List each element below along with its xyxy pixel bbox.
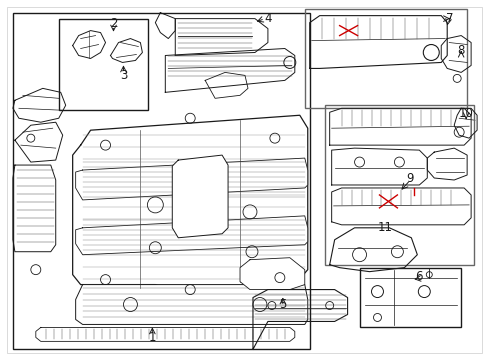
Polygon shape	[252, 289, 347, 349]
Polygon shape	[13, 88, 65, 122]
Polygon shape	[13, 165, 56, 252]
Polygon shape	[15, 122, 62, 162]
Polygon shape	[73, 31, 105, 58]
Bar	[324, 105, 473, 265]
Text: 5: 5	[279, 298, 286, 311]
Polygon shape	[175, 19, 267, 55]
Polygon shape	[240, 258, 304, 289]
Bar	[304, 9, 466, 108]
Polygon shape	[453, 108, 476, 138]
Polygon shape	[165, 49, 294, 92]
Text: 7: 7	[446, 12, 453, 25]
Text: 2: 2	[109, 17, 117, 30]
Bar	[359, 268, 460, 328]
Polygon shape	[329, 108, 470, 145]
Text: 1: 1	[148, 331, 156, 344]
Polygon shape	[76, 285, 307, 324]
Polygon shape	[73, 115, 307, 294]
Polygon shape	[155, 13, 175, 39]
Polygon shape	[76, 216, 307, 255]
Text: 8: 8	[457, 44, 464, 57]
Polygon shape	[329, 228, 416, 272]
Text: 11: 11	[377, 221, 392, 234]
Polygon shape	[205, 72, 247, 98]
Text: 3: 3	[120, 69, 127, 82]
Polygon shape	[331, 188, 470, 225]
Polygon shape	[36, 328, 294, 341]
Bar	[59, 19, 148, 110]
Text: 10: 10	[458, 107, 472, 120]
Polygon shape	[76, 158, 307, 200]
Polygon shape	[440, 36, 470, 72]
Polygon shape	[110, 39, 142, 62]
Polygon shape	[172, 155, 227, 238]
Circle shape	[423, 45, 438, 60]
Text: 9: 9	[406, 171, 413, 185]
Bar	[13, 13, 309, 349]
Text: 6: 6	[415, 270, 422, 283]
Polygon shape	[427, 148, 466, 180]
Text: 4: 4	[264, 12, 271, 25]
Polygon shape	[309, 15, 447, 68]
Polygon shape	[331, 148, 427, 185]
